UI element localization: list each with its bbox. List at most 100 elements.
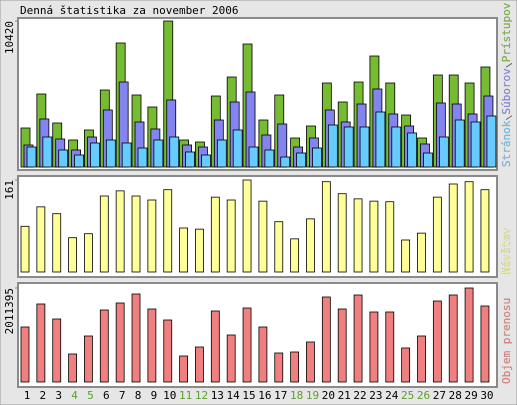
- bar: [163, 189, 173, 273]
- bar: [432, 300, 442, 383]
- legend-label: Objem prenosu: [500, 298, 513, 384]
- x-tick-label: 23: [369, 389, 382, 402]
- bar: [226, 334, 236, 383]
- bar: [179, 355, 189, 383]
- bar: [26, 146, 37, 168]
- bar: [306, 218, 315, 273]
- bar: [99, 195, 109, 273]
- bar: [232, 129, 243, 168]
- bar: [52, 318, 62, 383]
- bar: [242, 179, 252, 273]
- bar: [90, 142, 100, 168]
- bar: [147, 308, 157, 383]
- bar: [369, 200, 379, 273]
- bar: [321, 181, 331, 273]
- x-tick-label: 14: [227, 389, 241, 402]
- bar: [84, 233, 93, 273]
- bar: [464, 287, 474, 383]
- x-tick-label: 24: [385, 389, 399, 402]
- bar: [401, 239, 411, 273]
- bar: [248, 146, 259, 168]
- bar: [264, 149, 275, 168]
- x-tick-label: 20: [322, 389, 335, 402]
- bar: [448, 294, 458, 383]
- bar: [321, 296, 331, 383]
- bar: [480, 305, 490, 383]
- x-tick-label: 16: [258, 389, 271, 402]
- bar: [401, 347, 411, 383]
- legend-label: Súborov: [500, 68, 513, 115]
- legend-separator: [505, 62, 513, 68]
- legend-label: Návštev: [500, 227, 513, 274]
- x-tick-label: 25: [401, 389, 414, 402]
- bar: [36, 303, 46, 383]
- legend-separator: [505, 115, 513, 121]
- x-tick-label: 28: [449, 389, 462, 402]
- bar: [375, 111, 386, 168]
- bar: [312, 147, 322, 168]
- bar: [131, 293, 141, 383]
- bar: [84, 335, 93, 383]
- bar: [480, 189, 490, 273]
- bar: [391, 126, 402, 168]
- x-tick-label: 15: [242, 389, 255, 402]
- x-tick-label: 22: [353, 389, 366, 402]
- bar: [131, 195, 141, 273]
- x-tick-label: 3: [55, 389, 62, 402]
- x-tick-label: 2: [40, 389, 47, 402]
- x-tick-label: 9: [151, 389, 158, 402]
- x-tick-label: 30: [480, 389, 493, 402]
- x-tick-label: 21: [338, 389, 351, 402]
- bar: [438, 136, 449, 168]
- bar: [201, 154, 211, 168]
- legend-label: Prístupov: [500, 2, 513, 62]
- x-tick-label: 11: [179, 389, 192, 402]
- bar: [163, 319, 173, 383]
- y-tick-label: 2011395: [3, 288, 16, 334]
- legend-label: Stránok: [500, 120, 513, 167]
- bar: [353, 198, 363, 273]
- x-tick-label: 6: [103, 389, 110, 402]
- bar: [185, 151, 196, 168]
- bar: [343, 126, 354, 168]
- bar: [258, 326, 268, 383]
- x-tick-label: 10: [163, 389, 176, 402]
- x-tick-label: 4: [71, 389, 78, 402]
- x-tick-label: 13: [211, 389, 224, 402]
- y-tick-label: 161: [3, 180, 16, 200]
- x-tick-label: 12: [195, 389, 208, 402]
- bar: [137, 147, 148, 168]
- bar: [20, 326, 30, 383]
- bar: [290, 351, 300, 383]
- bar: [369, 311, 379, 383]
- bar: [99, 309, 109, 383]
- bar: [147, 199, 157, 273]
- bar: [432, 196, 442, 273]
- bar: [274, 352, 284, 383]
- bar: [470, 121, 481, 168]
- x-tick-label: 5: [87, 389, 94, 402]
- bar: [290, 238, 300, 273]
- bar: [296, 152, 307, 168]
- bar: [258, 200, 268, 273]
- bar: [74, 154, 84, 168]
- bar: [417, 232, 426, 273]
- bar: [464, 181, 474, 273]
- bar: [280, 156, 291, 168]
- bar: [454, 119, 465, 168]
- bar: [327, 124, 338, 168]
- bar: [337, 193, 347, 273]
- bar: [36, 206, 46, 273]
- bar: [121, 142, 132, 168]
- bar: [195, 346, 204, 383]
- bar: [210, 196, 220, 273]
- bar: [68, 237, 77, 273]
- bar: [407, 132, 418, 168]
- bar: [385, 201, 395, 273]
- bar: [20, 225, 30, 273]
- bar: [216, 139, 227, 168]
- bar: [195, 228, 204, 273]
- bar: [353, 294, 363, 383]
- bar: [68, 353, 77, 383]
